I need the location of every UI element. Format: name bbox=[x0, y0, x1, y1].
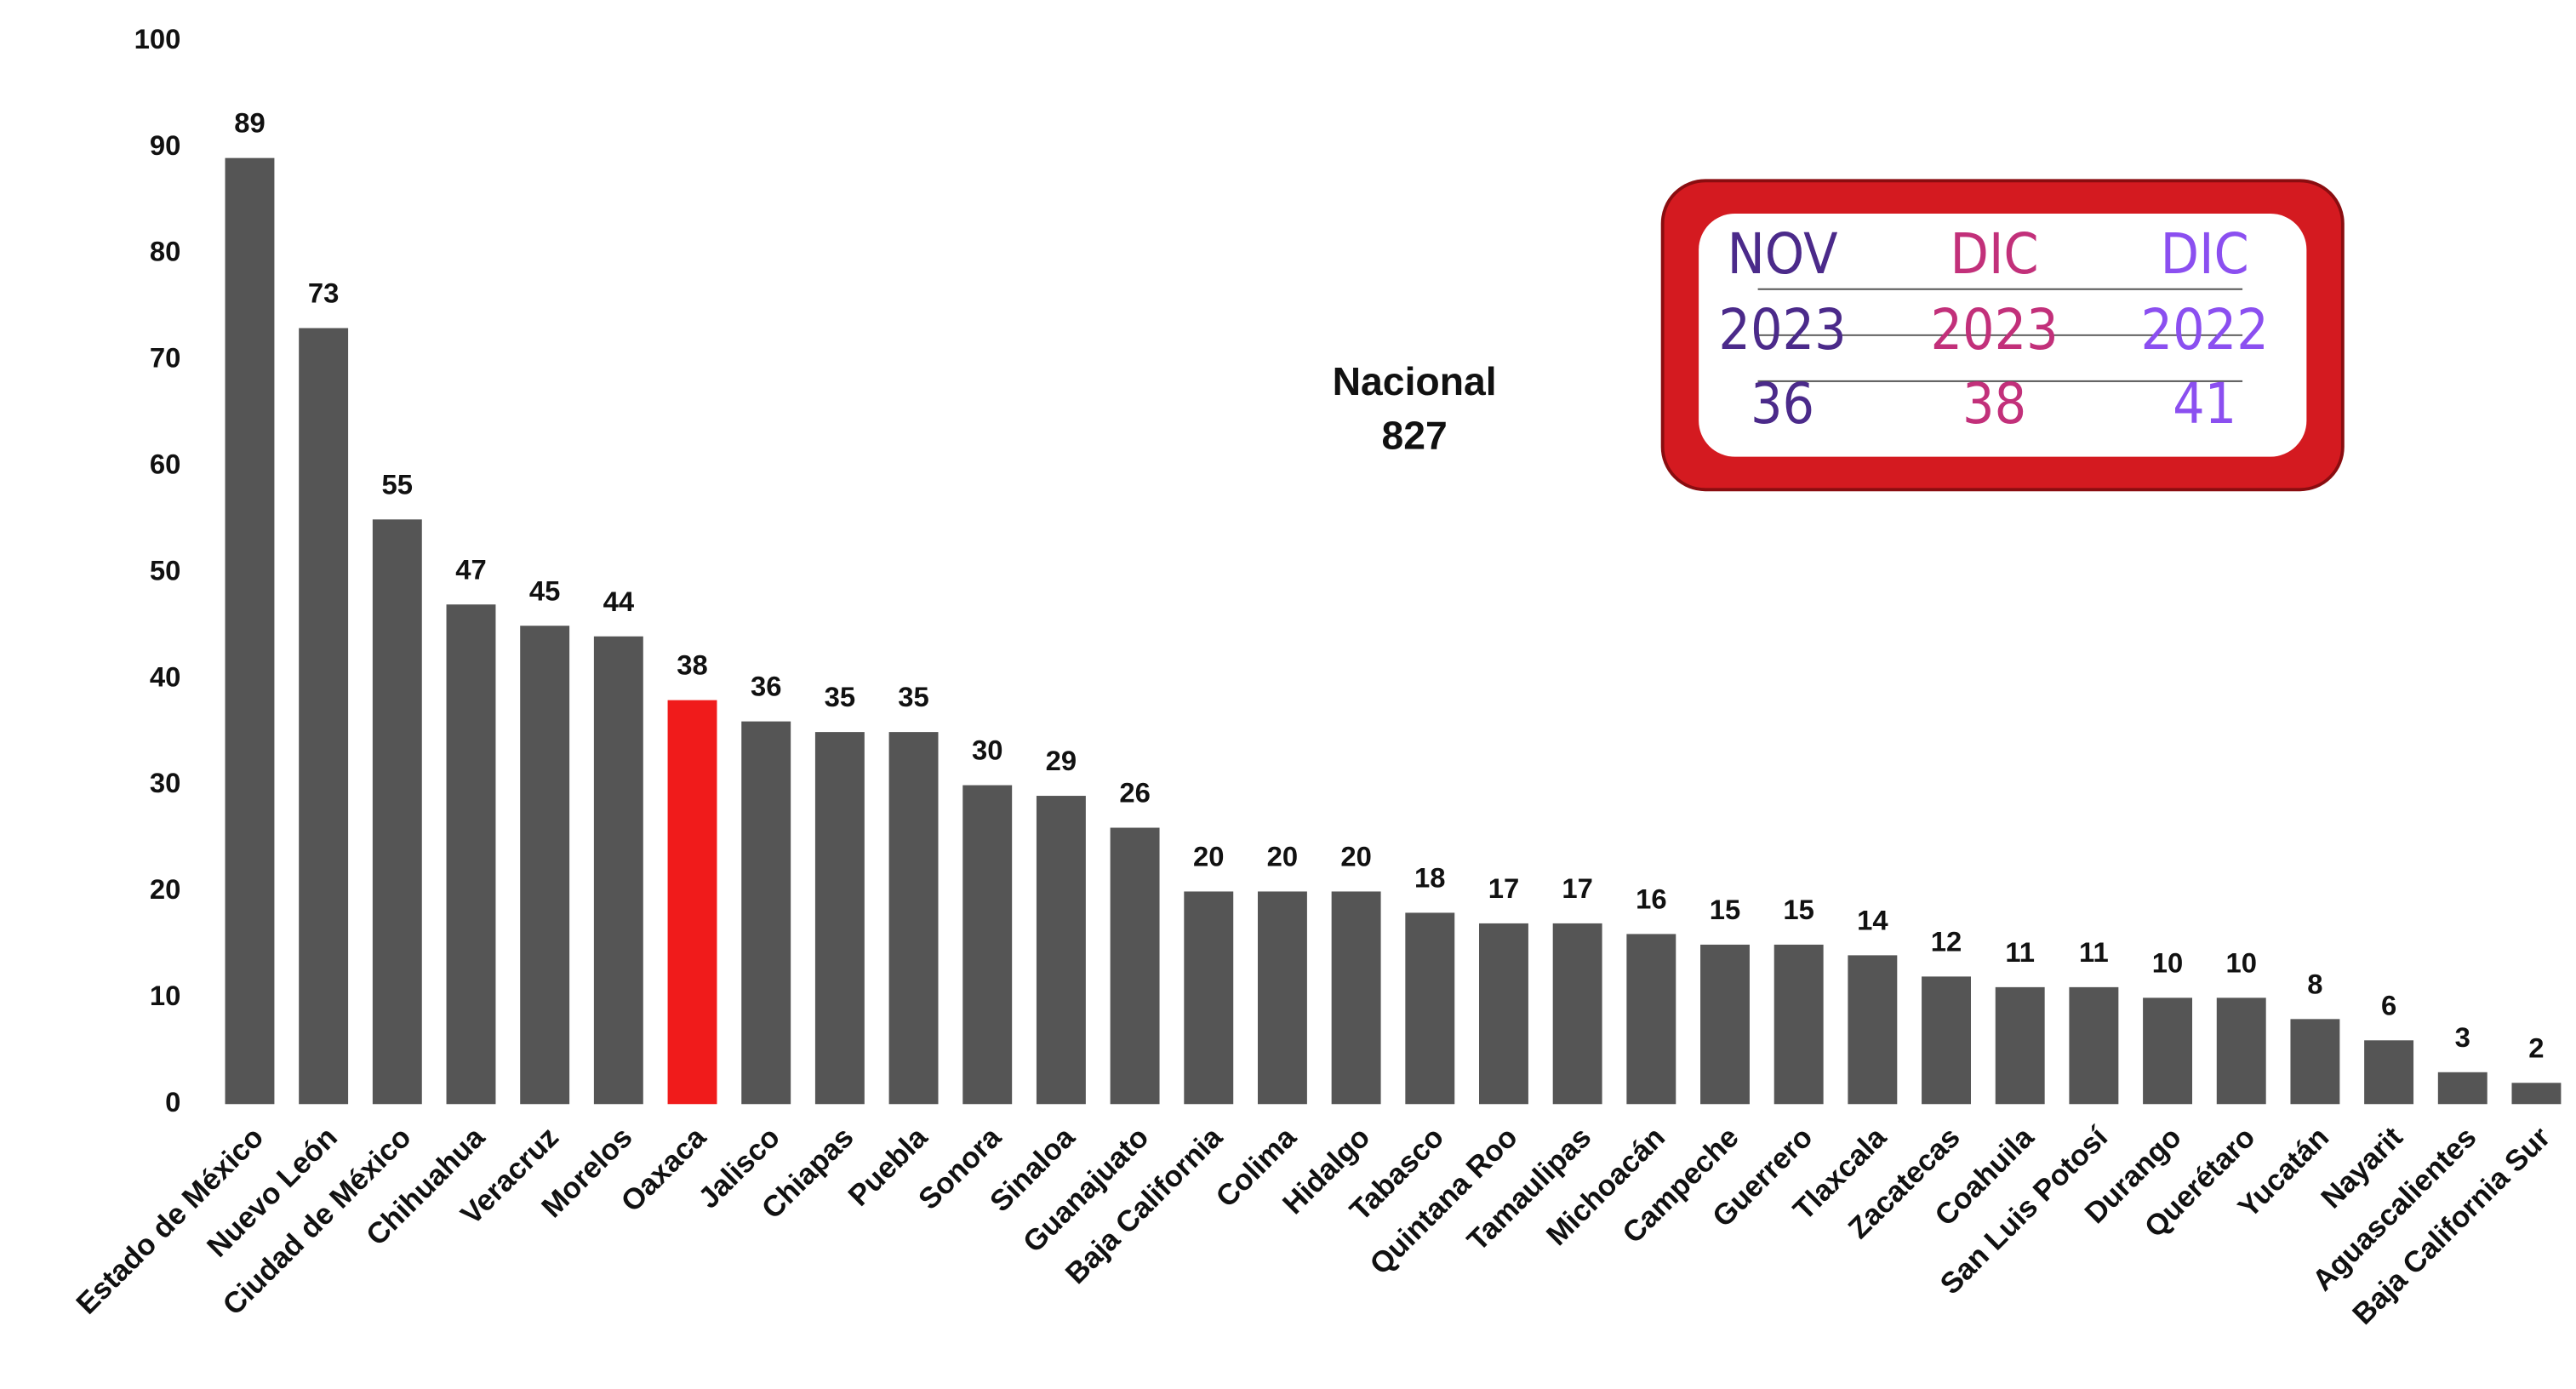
comparison-month: NOV bbox=[1728, 222, 1838, 287]
bar bbox=[2069, 986, 2119, 1105]
value-label: 12 bbox=[1931, 925, 1962, 957]
y-tick-label: 60 bbox=[150, 449, 180, 480]
bar bbox=[1995, 986, 2045, 1105]
bar bbox=[1110, 827, 1160, 1105]
value-label: 29 bbox=[1046, 745, 1077, 776]
bar bbox=[1773, 944, 1824, 1105]
bar bbox=[225, 157, 275, 1105]
y-tick-label: 10 bbox=[150, 980, 180, 1011]
bar bbox=[741, 721, 791, 1105]
value-label: 17 bbox=[1562, 872, 1592, 904]
bar bbox=[1626, 934, 1676, 1105]
value-label: 15 bbox=[1783, 894, 1813, 925]
value-label: 47 bbox=[455, 553, 486, 585]
comparison-month: DIC bbox=[2161, 222, 2249, 287]
comparison-month: DIC bbox=[1951, 222, 2039, 287]
value-label: 10 bbox=[2225, 946, 2256, 978]
value-label: 11 bbox=[2079, 936, 2109, 968]
bar bbox=[446, 604, 496, 1105]
bar bbox=[372, 519, 422, 1105]
value-label: 10 bbox=[2152, 946, 2183, 978]
value-label: 36 bbox=[751, 671, 781, 702]
y-tick-label: 50 bbox=[150, 554, 180, 586]
comparison-value: 38 bbox=[1962, 372, 2026, 437]
comparison-value: 36 bbox=[1751, 372, 1814, 437]
bar bbox=[2143, 997, 2193, 1105]
value-label: 35 bbox=[825, 681, 855, 712]
value-label: 20 bbox=[1193, 841, 1224, 872]
value-label: 38 bbox=[677, 649, 707, 681]
bar bbox=[299, 328, 349, 1105]
y-tick-label: 100 bbox=[134, 23, 181, 54]
bar bbox=[1552, 923, 1602, 1105]
y-tick-label: 80 bbox=[150, 236, 180, 267]
bar bbox=[1922, 976, 1971, 1105]
bar bbox=[1036, 796, 1086, 1105]
value-label: 16 bbox=[1636, 883, 1666, 914]
value-label: 8 bbox=[2307, 968, 2322, 999]
y-tick-label: 30 bbox=[150, 767, 180, 798]
value-label: 73 bbox=[308, 277, 339, 309]
value-label: 15 bbox=[1710, 894, 1740, 925]
bar bbox=[2290, 1019, 2340, 1105]
bar bbox=[520, 626, 570, 1105]
y-tick-label: 70 bbox=[150, 342, 180, 374]
comparison-year: 2023 bbox=[1930, 298, 2058, 363]
bar bbox=[2437, 1072, 2487, 1105]
bar bbox=[2511, 1083, 2562, 1105]
bar bbox=[1848, 955, 1898, 1105]
annotation-value: 827 bbox=[1381, 414, 1447, 458]
value-label: 45 bbox=[529, 574, 560, 606]
value-label: 2 bbox=[2528, 1032, 2544, 1063]
value-label: 89 bbox=[234, 107, 265, 139]
comparison-year: 2023 bbox=[1718, 298, 1846, 363]
bar bbox=[593, 636, 643, 1105]
value-label: 17 bbox=[1488, 872, 1519, 904]
value-label: 44 bbox=[603, 586, 635, 617]
bar bbox=[1700, 944, 1750, 1105]
comparison-value: 41 bbox=[2173, 372, 2236, 437]
bar bbox=[814, 732, 865, 1105]
y-tick-label: 40 bbox=[150, 660, 180, 692]
bar bbox=[888, 732, 939, 1105]
value-label: 6 bbox=[2381, 989, 2396, 1020]
bar bbox=[667, 700, 717, 1105]
value-label: 20 bbox=[1267, 841, 1298, 872]
value-label: 26 bbox=[1119, 777, 1150, 809]
bar bbox=[2364, 1040, 2414, 1105]
y-tick-label: 0 bbox=[165, 1086, 180, 1117]
bar bbox=[1257, 891, 1307, 1105]
bar bbox=[2216, 997, 2266, 1105]
value-label: 11 bbox=[2005, 936, 2035, 968]
value-label: 14 bbox=[1857, 904, 1888, 935]
bar bbox=[1405, 912, 1455, 1105]
comparison-year: 2022 bbox=[2141, 298, 2269, 363]
bar bbox=[1331, 891, 1381, 1105]
annotation-title: Nacional bbox=[1333, 359, 1497, 403]
value-label: 30 bbox=[972, 735, 1002, 766]
y-tick-label: 20 bbox=[150, 873, 180, 905]
value-label: 20 bbox=[1340, 841, 1371, 872]
y-tick-label: 90 bbox=[150, 129, 180, 161]
value-label: 3 bbox=[2455, 1021, 2470, 1053]
bar bbox=[962, 785, 1013, 1105]
value-label: 18 bbox=[1414, 862, 1445, 894]
bar bbox=[1479, 923, 1528, 1105]
value-label: 55 bbox=[382, 468, 413, 500]
value-label: 35 bbox=[898, 681, 928, 712]
bar bbox=[1184, 891, 1234, 1105]
